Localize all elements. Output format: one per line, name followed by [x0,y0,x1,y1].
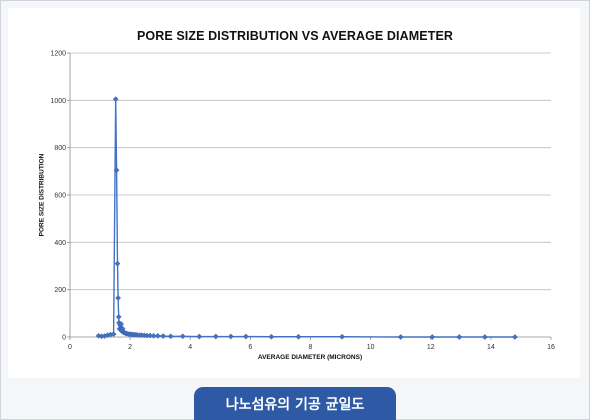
x-tick-label-6: 12 [427,344,435,351]
data-point [147,332,153,339]
caption-banner: 나노섬유의 기공 균일도 [194,387,396,420]
x-tick-label-7: 14 [487,344,495,351]
series-line-0 [98,98,515,338]
gridlines [70,52,551,291]
y-tick-label-2: 400 [54,240,66,247]
data-point [160,333,167,339]
y-axis-label: PORE SIZE DISTRIBUTION [38,153,46,237]
data-point [167,333,174,340]
y-tick-label-6: 1200 [50,51,66,58]
data-point [113,167,120,174]
x-tick-label-5: 10 [367,344,375,351]
y-tick-label-5: 1000 [50,98,66,105]
data-point [295,333,302,340]
axes [67,52,552,340]
data-point [114,260,121,267]
data-point [115,295,121,301]
data-point [429,334,436,340]
data-point [227,333,234,340]
y-tick-label-0: 0 [62,335,66,342]
x-tick-labels: 0 2 4 6 8 10 12 14 16 [68,344,555,351]
data-point [154,332,161,339]
data-point [512,334,518,340]
data-point [112,96,119,103]
data-point [481,334,488,340]
y-tick-label-4: 800 [54,145,66,152]
x-tick-label-3: 6 [248,344,252,351]
data-point [118,321,124,327]
data-point [456,334,463,340]
data-point [115,314,122,320]
chart-title: PORE SIZE DISTRIBUTION VS AVERAGE DIAMET… [136,29,454,43]
data-series [95,96,518,340]
y-tick-labels: 0 200 400 600 800 1000 1200 [50,51,66,342]
data-point [212,333,219,340]
data-point [179,333,186,340]
data-point [242,333,249,340]
x-tick-label-1: 2 [128,344,132,351]
x-tick-label-0: 0 [68,344,72,351]
data-point [397,334,404,340]
y-tick-label-1: 200 [54,287,66,294]
x-axis-label: AVERAGE DIAMETER (MICRONS) [257,354,363,361]
x-tick-label-4: 8 [309,344,313,351]
data-point [196,333,203,340]
data-point [268,333,275,340]
x-tick-label-8: 16 [547,344,555,351]
data-point [150,332,157,339]
x-tick-label-2: 4 [188,344,192,351]
y-tick-label-3: 600 [54,193,66,200]
data-point [110,331,117,338]
data-point [339,333,345,340]
chart-area [8,8,580,378]
